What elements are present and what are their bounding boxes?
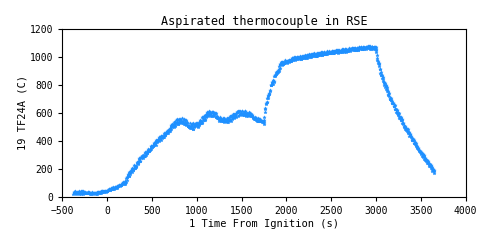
X-axis label: 1 Time From Ignition (s): 1 Time From Ignition (s) — [189, 219, 339, 229]
Y-axis label: 19 TF24A (C): 19 TF24A (C) — [17, 75, 27, 150]
Title: Aspirated thermocouple in RSE: Aspirated thermocouple in RSE — [161, 15, 367, 28]
